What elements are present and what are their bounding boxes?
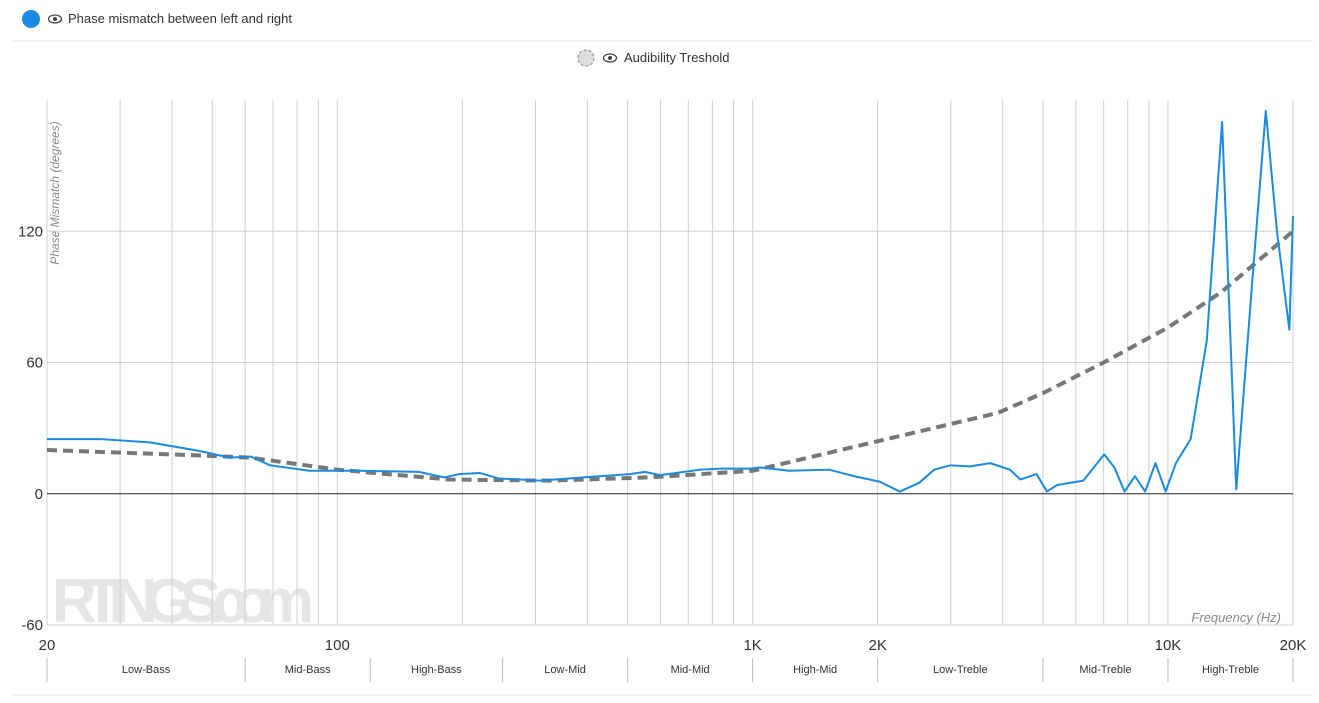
band-label: Low-Mid xyxy=(544,664,586,676)
legend-swatch[interactable] xyxy=(577,49,595,67)
legend-swatch[interactable] xyxy=(22,10,40,28)
series-line xyxy=(46,229,1295,483)
band-label: Mid-Treble xyxy=(1079,664,1131,676)
y-tick-label: 60 xyxy=(26,355,43,372)
x-tick-label: 1K xyxy=(743,637,761,654)
y-tick-label: -60 xyxy=(21,617,43,634)
band-label: High-Bass xyxy=(411,664,462,676)
y-tick-label: 120 xyxy=(18,223,43,240)
x-axis-title: Frequency (Hz) xyxy=(1191,610,1281,625)
band-label: Mid-Bass xyxy=(285,664,331,676)
band-label: High-Mid xyxy=(793,664,837,676)
x-tick-label: 2K xyxy=(868,637,886,654)
band-label: Mid-Mid xyxy=(671,664,710,676)
eye-icon[interactable] xyxy=(47,14,63,24)
x-tick-label: 10K xyxy=(1155,637,1182,654)
y-axis-title: Phase Mismatch (degrees) xyxy=(48,121,62,264)
watermark: RTINGS.com xyxy=(52,567,314,636)
legend-label[interactable]: Audibility Treshold xyxy=(624,50,730,65)
legend-label[interactable]: Phase mismatch between left and right xyxy=(68,11,292,26)
series-line xyxy=(47,109,1294,493)
x-tick-label: 100 xyxy=(325,637,350,654)
x-tick-label: 20 xyxy=(39,637,56,654)
band-label: Low-Bass xyxy=(122,664,171,676)
band-label: Low-Treble xyxy=(933,664,988,676)
y-tick-label: 0 xyxy=(35,486,43,503)
x-tick-label: 20K xyxy=(1280,637,1307,654)
eye-icon[interactable] xyxy=(602,53,618,63)
band-label: High-Treble xyxy=(1202,664,1259,676)
